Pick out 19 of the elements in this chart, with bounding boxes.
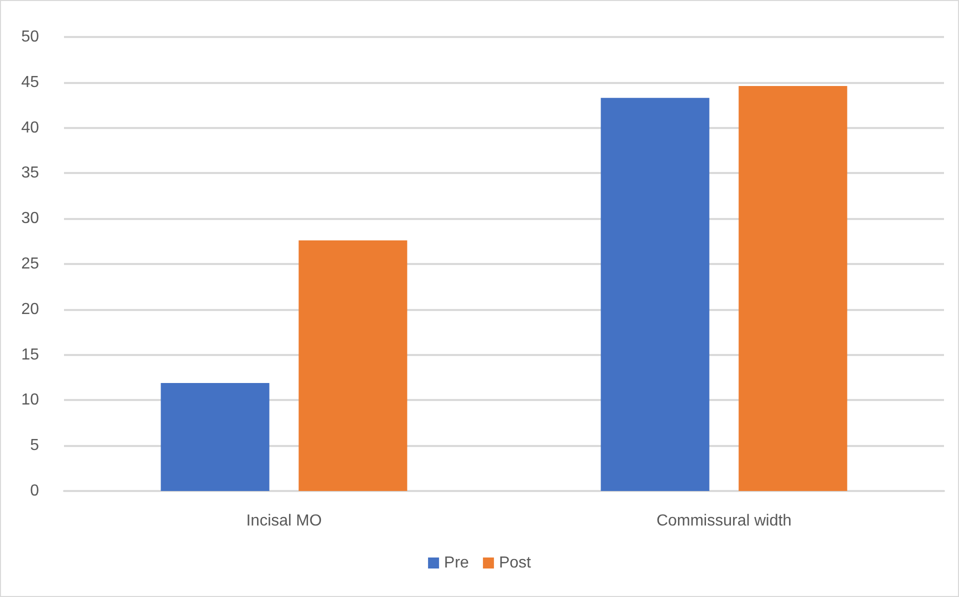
y-tick-label: 15	[21, 346, 40, 364]
y-tick-label: 45	[21, 74, 40, 91]
y-tick-label: 30	[21, 210, 40, 228]
x-tick-label: Commissural width	[656, 512, 792, 530]
legend-label: Pre	[444, 554, 470, 572]
y-tick-label: 0	[30, 482, 40, 500]
legend-label: Post	[498, 554, 532, 572]
y-tick-label: 40	[21, 119, 40, 136]
y-tick-label: 50	[21, 28, 40, 46]
y-tick-label: 5	[30, 437, 40, 454]
y-tick-label: 25	[21, 256, 40, 272]
x-tick-label: Incisal MO	[246, 512, 322, 530]
y-tick-label: 10	[21, 392, 40, 409]
bar	[160, 382, 270, 491]
bar	[738, 86, 848, 491]
y-tick-label: 35	[21, 164, 40, 182]
y-tick-label: 20	[21, 300, 40, 318]
bar	[298, 240, 408, 491]
bar	[600, 98, 710, 491]
